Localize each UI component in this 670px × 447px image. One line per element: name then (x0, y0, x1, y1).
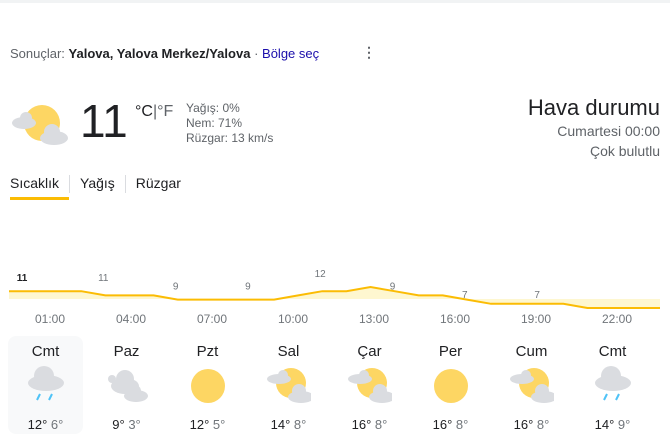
temperature-area (9, 287, 660, 308)
temperature-label: 12 (315, 269, 327, 280)
low-temp: 8° (374, 417, 388, 432)
temperature-label: 11 (17, 273, 28, 284)
temperature-label: 9 (173, 282, 179, 293)
time-label: 07:00 (197, 312, 227, 326)
low-temp: 6° (50, 417, 64, 432)
low-temp: 8° (455, 417, 469, 432)
high-temp: 14° (594, 417, 615, 432)
separator: · (254, 46, 259, 61)
day-item[interactable]: Çar 16° 8° (332, 336, 407, 434)
humidity: Nem: 71% (186, 116, 243, 130)
location-prefix: Sonuçlar: (10, 46, 65, 61)
temperature-label: 9 (390, 282, 396, 293)
weather-datetime: Cumartesi 00:00 (557, 123, 660, 139)
rain-icon (594, 366, 631, 401)
precipitation: Yağış: 0% (186, 101, 240, 115)
high-temp: 16° (513, 417, 534, 432)
current-temperature: 11 (80, 95, 128, 147)
day-name: Çar (357, 343, 382, 360)
weather-details: Yağış: 0% Nem: 71% Rüzgar: 13 km/s (186, 101, 273, 146)
top-divider (0, 0, 670, 3)
time-label: 13:00 (359, 312, 389, 326)
high-temp: 16° (432, 417, 453, 432)
tab-temperature[interactable]: Sıcaklık (10, 175, 70, 200)
low-temp: 5° (212, 417, 226, 432)
day-name: Cmt (598, 343, 627, 360)
day-name: Paz (113, 343, 140, 360)
sunny-icon (190, 369, 225, 403)
cloudy-icon (107, 370, 148, 402)
high-temp: 14° (270, 417, 291, 432)
location-name: Yalova, Yalova Merkez/Yalova (68, 46, 251, 61)
day-name: Pzt (196, 343, 219, 360)
tab-wind[interactable]: Rüzgar (124, 175, 191, 193)
chart-tabs: Sıcaklık Yağış Rüzgar (10, 175, 191, 200)
time-label: 22:00 (602, 312, 632, 326)
unit-separator: | (152, 103, 158, 120)
low-temp: 3° (128, 417, 141, 432)
weather-condition: Çok bulutlu (589, 143, 660, 159)
celsius-button[interactable]: °C (135, 103, 153, 120)
day-item[interactable]: Cmt 14° 9° (575, 336, 650, 434)
wind: Rüzgar: 13 km/s (186, 131, 274, 145)
high-temp: 16° (351, 417, 372, 432)
weather-title: Hava durumu (527, 95, 660, 120)
rain-icon (27, 366, 64, 401)
weather-header: Hava durumu Cumartesi 00:00 Çok bulutlu (528, 95, 660, 161)
day-item[interactable]: Per 16° 8° (413, 336, 488, 434)
day-item[interactable]: Cum 16° 8° (494, 336, 569, 434)
fahrenheit-button[interactable]: °F (157, 103, 174, 120)
temperature-label: 7 (462, 290, 468, 301)
time-label: 01:00 (35, 312, 65, 326)
daily-forecast: Cmt 12° 6° Paz 9° 3° Pzt 12° 5° Sal 14° 8° Ç… (8, 336, 656, 434)
time-label: 10:00 (278, 312, 308, 326)
low-temp: 9° (617, 417, 631, 432)
time-label: 19:00 (521, 312, 551, 326)
day-name: Cum (515, 343, 548, 360)
location-line: Sonuçlar: Yalova, Yalova Merkez/Yalova ·… (10, 46, 319, 61)
partly-cloudy-icon (266, 368, 314, 403)
day-name: Cmt (31, 343, 60, 360)
high-temp: 9° (112, 417, 125, 432)
time-label: 16:00 (440, 312, 470, 326)
day-name: Per (438, 343, 463, 360)
temperature-line (9, 285, 660, 309)
day-item[interactable]: Paz 9° 3° (89, 336, 164, 434)
partly-cloudy-icon (12, 105, 68, 145)
temperature-label: 9 (245, 282, 251, 293)
temperature-label: 11 (98, 273, 109, 284)
day-item[interactable]: Cmt 12° 6° (8, 336, 83, 434)
partly-cloudy-icon (347, 368, 395, 403)
temperature-label: 7 (534, 290, 540, 301)
partly-cloudy-icon (509, 368, 557, 403)
high-temp: 12° (189, 417, 210, 432)
low-temp: 8° (536, 417, 550, 432)
sunny-icon (433, 369, 468, 403)
time-label: 04:00 (116, 312, 146, 326)
day-item[interactable]: Sal 14° 8° (251, 336, 326, 434)
day-item[interactable]: Pzt 12° 5° (170, 336, 245, 434)
change-location-link[interactable]: Bölge seç (262, 46, 320, 61)
more-options-icon[interactable]: ⋮ (362, 44, 376, 60)
high-temp: 12° (27, 417, 48, 432)
unit-toggle: °C|°F (135, 103, 173, 121)
day-name: Sal (277, 343, 300, 360)
tab-precipitation[interactable]: Yağış (69, 175, 125, 193)
low-temp: 8° (293, 417, 307, 432)
temperature-chart: 11 11 9 9 12 9 7 7 01:00 04:00 07:00 10:00 13:00 16:0… (9, 269, 660, 326)
